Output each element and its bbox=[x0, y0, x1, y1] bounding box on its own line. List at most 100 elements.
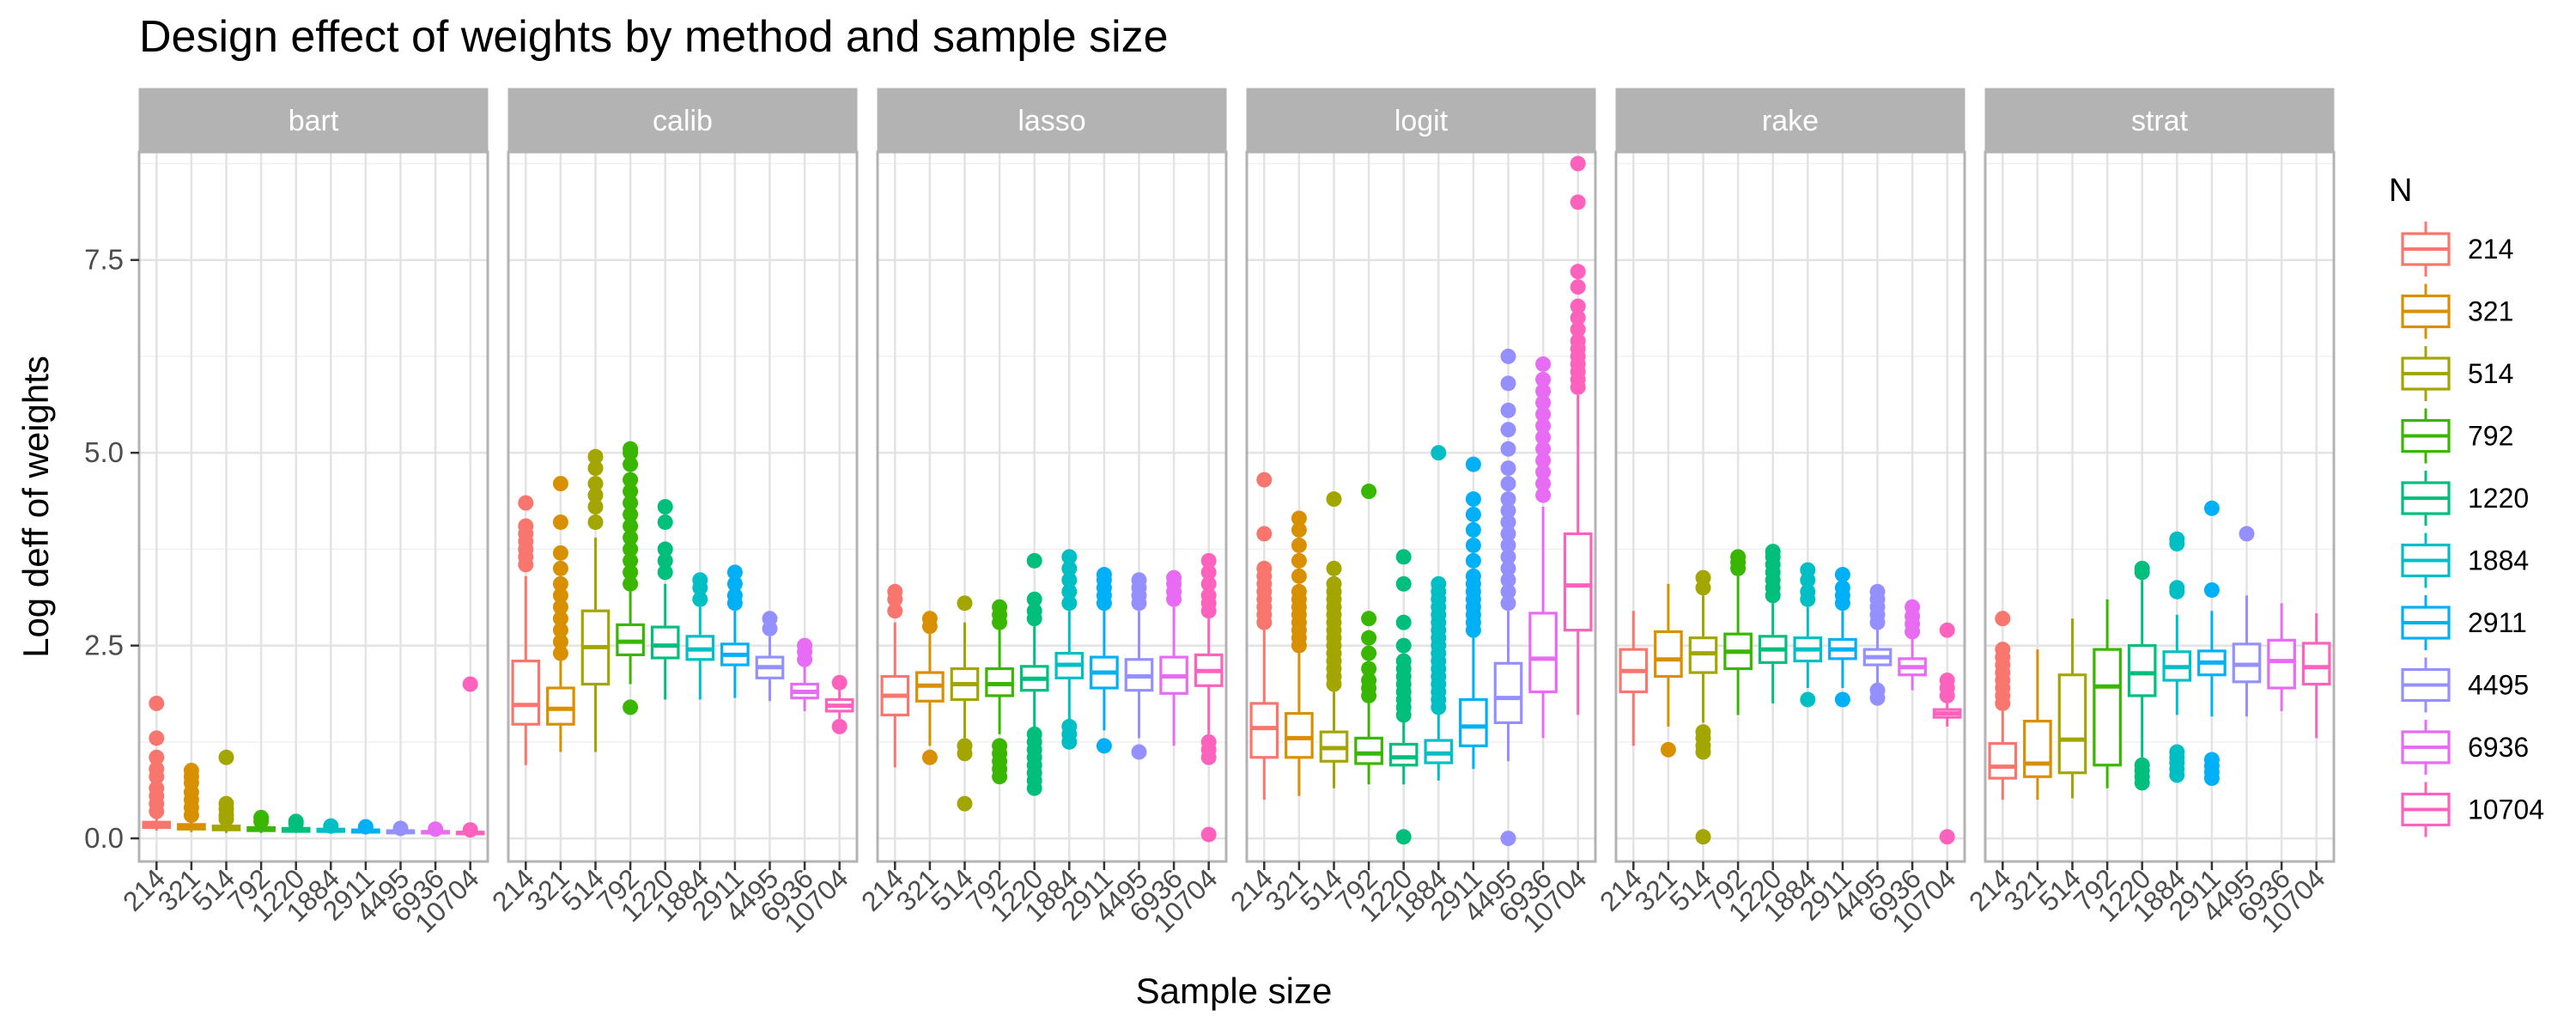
outlier-point bbox=[1939, 673, 1955, 689]
outlier-point bbox=[692, 591, 708, 607]
outlier-point bbox=[887, 603, 903, 619]
legend-item-214: 214 bbox=[2396, 220, 2513, 280]
outlier-point bbox=[1500, 526, 1516, 542]
box-bart-792 bbox=[246, 809, 276, 833]
outlier-point bbox=[623, 552, 639, 569]
box-calib-4495 bbox=[755, 611, 785, 702]
y-tick-label: 2.5 bbox=[84, 630, 124, 661]
box-iqr bbox=[1563, 532, 1593, 632]
outlier-point bbox=[797, 637, 813, 654]
outlier-point bbox=[1200, 588, 1217, 604]
outlier-point bbox=[1431, 445, 1447, 461]
facet-label: calib bbox=[653, 105, 713, 137]
outlier-point bbox=[692, 572, 708, 588]
outlier-point bbox=[1061, 560, 1078, 576]
legend-label: 214 bbox=[2468, 234, 2513, 265]
box-lasso-10704 bbox=[1194, 552, 1224, 843]
outlier-point bbox=[762, 611, 778, 627]
facet-strip bbox=[1984, 88, 2335, 153]
box-lasso-1884 bbox=[1054, 549, 1084, 750]
box-rake-1884 bbox=[1793, 562, 1823, 708]
panel-background bbox=[1616, 152, 1965, 861]
outlier-point bbox=[1995, 611, 2011, 627]
outlier-point bbox=[1166, 569, 1182, 586]
box-logit-2911 bbox=[1459, 456, 1488, 770]
outlier-point bbox=[1395, 829, 1412, 845]
outlier-point bbox=[587, 499, 604, 514]
outlier-point bbox=[1500, 514, 1516, 530]
outlier-point bbox=[2203, 581, 2220, 598]
outlier-point bbox=[921, 749, 938, 765]
box-bart-6936 bbox=[421, 821, 450, 837]
box-rake-514 bbox=[1688, 569, 1718, 845]
box-iqr bbox=[650, 625, 680, 660]
outlier-point bbox=[1570, 332, 1586, 349]
outlier-point bbox=[552, 599, 568, 615]
outlier-point bbox=[726, 575, 743, 592]
facet-label: logit bbox=[1394, 105, 1449, 137]
outlier-point bbox=[623, 484, 639, 500]
outlier-point bbox=[1800, 691, 1816, 708]
outlier-point bbox=[552, 588, 568, 604]
outlier-point bbox=[552, 476, 568, 492]
outlier-point bbox=[1570, 279, 1586, 295]
outlier-point bbox=[518, 518, 534, 534]
chart-title: Design effect of weights by method and s… bbox=[139, 12, 1169, 62]
outlier-point bbox=[623, 529, 639, 545]
outlier-point bbox=[1256, 560, 1273, 576]
outlier-point bbox=[1500, 348, 1516, 364]
outlier-point bbox=[726, 564, 743, 581]
panel-border bbox=[1614, 150, 1966, 863]
panel-border bbox=[137, 150, 489, 863]
outlier-point bbox=[1096, 567, 1112, 583]
box-rake-1220 bbox=[1758, 544, 1788, 703]
box-lasso-214 bbox=[880, 583, 910, 768]
outlier-point bbox=[149, 761, 165, 777]
outlier-point bbox=[1465, 537, 1481, 553]
box-iqr bbox=[1459, 697, 1488, 747]
outlier-point bbox=[1465, 521, 1481, 538]
legend-item-4495: 4495 bbox=[2396, 655, 2529, 716]
outlier-point bbox=[1570, 321, 1586, 338]
outlier-point bbox=[1200, 564, 1217, 581]
outlier-point bbox=[1200, 734, 1217, 750]
box-bart-10704 bbox=[455, 676, 485, 838]
outlier-point bbox=[957, 595, 973, 612]
outlier-point bbox=[1291, 510, 1307, 527]
box-iqr bbox=[2023, 719, 2052, 778]
panel-logit: logit21432151479212201884291144956936107… bbox=[1224, 88, 1597, 939]
outlier-point bbox=[149, 749, 165, 765]
outlier-point bbox=[1291, 552, 1307, 569]
box-logit-214 bbox=[1249, 472, 1279, 801]
legend-item-6936: 6936 bbox=[2396, 718, 2529, 778]
outlier-point bbox=[2203, 500, 2220, 516]
box-iqr bbox=[2057, 673, 2087, 775]
outlier-point bbox=[957, 738, 973, 754]
box-logit-10704 bbox=[1563, 155, 1593, 715]
box-strat-1884 bbox=[2162, 531, 2192, 783]
outlier-point bbox=[1535, 394, 1552, 411]
outlier-point bbox=[587, 487, 604, 503]
outlier-point bbox=[1939, 622, 1955, 638]
outlier-point bbox=[1834, 580, 1850, 596]
outlier-point bbox=[1535, 417, 1552, 434]
outlier-point bbox=[1361, 673, 1377, 689]
outlier-point bbox=[1500, 831, 1516, 847]
outlier-point bbox=[623, 472, 639, 488]
outlier-point bbox=[1834, 567, 1850, 583]
outlier-point bbox=[552, 514, 568, 530]
facet-strip bbox=[1246, 88, 1596, 153]
legend: N 214 321 514 792 1220 1884 2911 4495 6936 10704 bbox=[2389, 173, 2544, 841]
box-calib-321 bbox=[546, 476, 575, 752]
box-logit-321 bbox=[1285, 510, 1314, 796]
outlier-point bbox=[1465, 552, 1481, 569]
outlier-point bbox=[552, 622, 568, 638]
outlier-point bbox=[1395, 637, 1412, 654]
outlier-point bbox=[462, 822, 478, 838]
panel-rake: rake214321514792122018842911449569361070… bbox=[1594, 88, 1966, 939]
legend-item-10704: 10704 bbox=[2396, 780, 2544, 841]
outlier-point bbox=[357, 819, 374, 835]
outlier-point bbox=[218, 795, 234, 812]
outlier-point bbox=[1570, 310, 1586, 326]
